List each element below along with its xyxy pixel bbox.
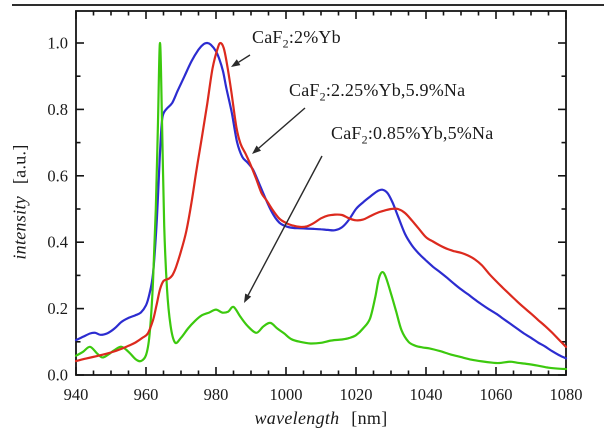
x-axis-label: wavelength [nm] <box>255 408 388 429</box>
y-tick-label: 1.0 <box>47 34 68 53</box>
x-tick-label: 960 <box>134 385 159 404</box>
curve-label-0-85pct-yb-5pct-na: CaF2:0.85%Yb,5%Na <box>331 123 494 147</box>
x-tick-label: 1060 <box>480 385 513 404</box>
y-tick-label: 0.4 <box>47 233 68 252</box>
curve-label-text: CaF <box>289 80 320 100</box>
series-curve-caf2-2-yb <box>74 41 568 363</box>
y-tick-label: 0.8 <box>47 100 68 119</box>
subscript: 2 <box>361 132 368 147</box>
subscript: 2 <box>319 89 326 104</box>
y-axis-label: intensity [a.u.] <box>10 144 31 259</box>
x-tick-label: 1020 <box>340 385 373 404</box>
annotation-arrowhead <box>252 145 261 154</box>
x-axis-unit: [nm] <box>351 408 388 428</box>
x-tick-label: 1080 <box>550 385 583 404</box>
curve-label-text: CaF <box>252 27 283 47</box>
annotation-arrow-line <box>247 155 323 296</box>
series-curve-caf2-0-85-yb-5-na <box>74 41 568 371</box>
y-tick-label: 0.6 <box>47 166 68 185</box>
annotation-arrow-line <box>238 54 251 63</box>
y-tick-label: 0.2 <box>47 299 68 318</box>
curve-label-2-25pct-yb-5-9pct-na: CaF2:2.25%Yb,5.9%Na <box>289 80 466 104</box>
plot-frame <box>75 10 567 376</box>
curve-label-2pct-yb: CaF2:2%Yb <box>252 27 341 51</box>
curve-label-text: :2.25%Yb,5.9%Na <box>325 80 466 100</box>
y-axis-label-text: intensity <box>9 195 30 260</box>
x-tick-label: 980 <box>204 385 229 404</box>
x-axis-label-text: wavelength <box>254 408 340 428</box>
subscript: 2 <box>282 36 289 51</box>
x-tick-label: 1000 <box>270 385 303 404</box>
curve-label-text: CaF <box>331 123 362 143</box>
y-axis-unit: [a.u.] <box>9 144 30 185</box>
page-top-rule <box>12 4 604 6</box>
curve-label-text: :2%Yb <box>288 27 341 47</box>
x-tick-label: 1040 <box>410 385 443 404</box>
curve-label-text: :0.85%Yb,5%Na <box>367 123 494 143</box>
annotation-arrowhead <box>231 59 241 67</box>
y-tick-label: 0.0 <box>47 366 68 385</box>
annotation-arrowhead <box>244 293 252 303</box>
x-tick-label: 940 <box>64 385 89 404</box>
annotation-arrow-line <box>258 107 306 149</box>
